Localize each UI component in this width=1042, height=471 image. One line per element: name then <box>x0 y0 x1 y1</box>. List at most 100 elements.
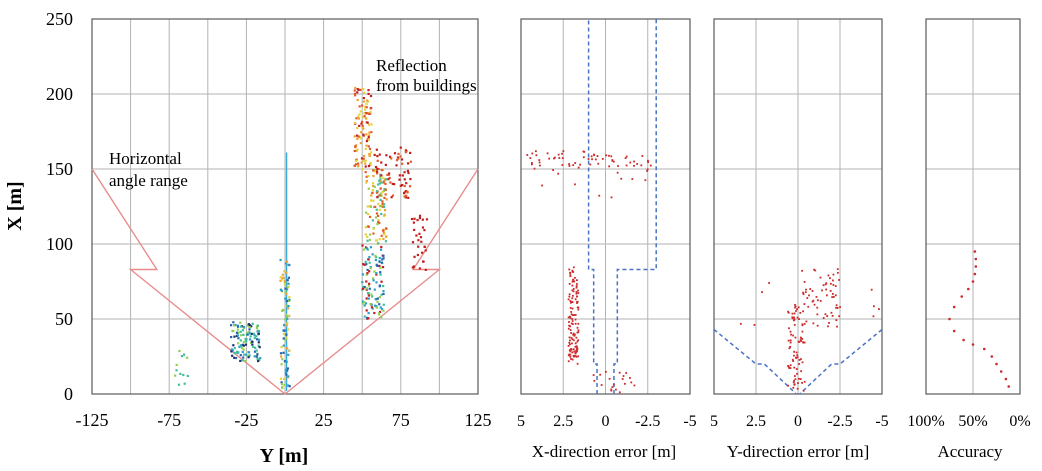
detection-point <box>370 131 373 134</box>
main-xtick-label: 75 <box>392 410 410 430</box>
y-error-error-point <box>822 284 825 287</box>
detection-point <box>285 260 289 263</box>
detection-point <box>372 227 375 230</box>
detection-point <box>413 217 416 220</box>
detection-point <box>178 349 181 353</box>
detection-point <box>359 88 362 91</box>
y-error-error-point <box>805 320 808 323</box>
y-error-error-point <box>796 372 798 375</box>
detection-point <box>378 153 381 156</box>
detection-point <box>255 349 258 352</box>
detection-point <box>285 347 289 350</box>
detection-point <box>282 308 285 312</box>
detection-point <box>361 300 364 303</box>
detection-point <box>367 164 371 168</box>
x-error-error-point <box>570 311 573 313</box>
detection-point <box>386 173 389 176</box>
x-error-error-point <box>608 165 611 168</box>
x-error-error-point <box>534 150 537 153</box>
detection-point <box>354 86 357 90</box>
y-error-xtick-label: 5 <box>710 413 718 430</box>
x-error-error-point <box>569 343 571 346</box>
x-error-error-point <box>558 157 561 159</box>
detection-point <box>241 329 245 332</box>
x-error-error-point <box>612 383 615 386</box>
detection-point <box>253 336 256 340</box>
detection-point <box>256 357 259 361</box>
detection-point <box>363 108 367 111</box>
detection-point <box>384 163 387 167</box>
detection-point <box>366 272 369 275</box>
detection-point <box>371 219 375 222</box>
detection-point <box>387 178 390 181</box>
x-error-error-point <box>612 160 615 163</box>
y-error-error-point <box>834 294 837 297</box>
detection-point <box>251 343 254 346</box>
detection-point <box>257 338 261 341</box>
detection-point <box>376 264 379 268</box>
detection-point <box>378 313 381 316</box>
detection-point <box>369 205 372 208</box>
detection-point <box>368 287 371 290</box>
detection-point <box>368 154 371 158</box>
y-error-error-point <box>801 361 804 364</box>
detection-point <box>239 354 242 357</box>
detection-point <box>373 153 376 157</box>
detection-point <box>388 172 391 175</box>
y-error-error-point <box>828 321 830 324</box>
x-error-error-point <box>576 362 579 365</box>
detection-point <box>353 164 356 167</box>
x-error-error-point <box>571 270 574 273</box>
detection-point <box>285 324 288 327</box>
detection-point <box>175 369 178 372</box>
detection-point <box>287 384 290 387</box>
detection-point <box>376 196 379 199</box>
detection-point <box>403 192 406 195</box>
detection-point <box>367 317 370 320</box>
detection-point <box>372 279 375 282</box>
detection-point <box>382 176 385 180</box>
x-error-error-point <box>574 342 577 345</box>
y-error-error-point <box>836 268 839 271</box>
y-error-error-point <box>796 356 799 359</box>
detection-point <box>240 334 243 337</box>
detection-point <box>372 232 375 235</box>
detection-point <box>382 205 386 209</box>
x-error-error-point <box>647 161 650 164</box>
y-error-error-point <box>806 297 809 299</box>
y-error-error-point <box>832 279 834 282</box>
detection-point <box>365 99 369 102</box>
y-error-error-point <box>802 341 805 344</box>
detection-point <box>365 106 368 109</box>
x-error-error-point <box>561 157 564 160</box>
y-error-error-point <box>792 381 795 384</box>
detection-point <box>383 188 386 191</box>
x-error-error-point <box>569 355 572 358</box>
detection-point <box>281 386 284 390</box>
x-error-error-point <box>561 152 563 155</box>
detection-point <box>285 336 288 339</box>
detection-point <box>371 188 375 192</box>
x-error-error-point <box>574 352 577 355</box>
detection-point <box>287 263 290 266</box>
y-error-error-point <box>761 291 763 294</box>
detection-point <box>385 198 388 201</box>
y-error-error-point <box>824 313 827 316</box>
detection-point <box>382 290 385 293</box>
x-error-error-point <box>620 177 623 180</box>
detection-point <box>241 359 244 362</box>
detection-point <box>240 325 243 328</box>
y-error-error-point <box>800 370 803 373</box>
y-error-error-point <box>768 282 771 284</box>
x-error-error-point <box>573 355 576 358</box>
detection-point <box>247 351 251 354</box>
x-error-error-point <box>575 349 578 352</box>
detection-point <box>230 350 233 353</box>
detection-point <box>395 159 399 162</box>
accuracy-point <box>971 280 975 283</box>
detection-point <box>365 247 369 250</box>
y-error-error-point <box>799 358 802 361</box>
accuracy-point <box>990 355 994 358</box>
detection-point <box>407 196 410 199</box>
detection-point <box>383 203 386 206</box>
